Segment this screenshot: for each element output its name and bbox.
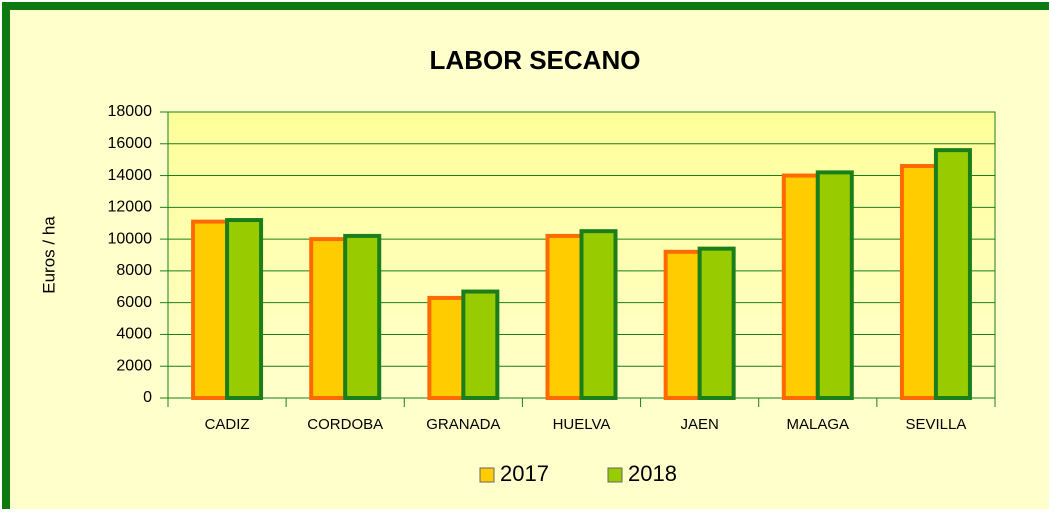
bar	[933, 148, 972, 400]
y-tick-label: 12000	[108, 199, 153, 216]
legend-swatch	[607, 467, 623, 483]
x-tick-label: MALAGA	[787, 416, 850, 433]
x-tick-label: SEVILLA	[905, 416, 966, 433]
bar	[815, 170, 854, 400]
bar	[545, 233, 584, 400]
bar	[461, 289, 500, 400]
chart-title: LABOR SECANO	[430, 45, 641, 75]
bar	[427, 295, 466, 400]
y-tick-label: 10000	[108, 230, 153, 247]
bar	[309, 237, 348, 400]
legend-label: 2017	[500, 461, 549, 486]
y-tick-label: 4000	[116, 326, 152, 343]
x-tick-label: GRANADA	[426, 416, 500, 433]
bar	[225, 218, 264, 400]
legend-label: 2018	[628, 461, 677, 486]
y-tick-label: 0	[143, 389, 152, 406]
legend-swatch	[479, 467, 495, 483]
y-tick-label: 8000	[116, 262, 152, 279]
bar	[697, 246, 736, 400]
y-tick-label: 2000	[116, 357, 152, 374]
y-tick-label: 14000	[108, 167, 153, 184]
y-axis-label: Euros / ha	[39, 216, 58, 294]
x-tick-label: JAEN	[680, 416, 718, 433]
bar	[899, 164, 938, 400]
y-tick-label: 6000	[116, 294, 152, 311]
x-tick-label: HUELVA	[553, 416, 611, 433]
bar	[191, 219, 230, 400]
y-tick-label: 16000	[108, 135, 153, 152]
bar	[579, 229, 618, 400]
bar	[663, 249, 702, 400]
x-tick-label: CADIZ	[205, 416, 250, 433]
bar	[343, 233, 382, 400]
x-tick-label: CORDOBA	[307, 416, 383, 433]
bar	[781, 173, 820, 400]
y-tick-label: 18000	[108, 103, 153, 120]
